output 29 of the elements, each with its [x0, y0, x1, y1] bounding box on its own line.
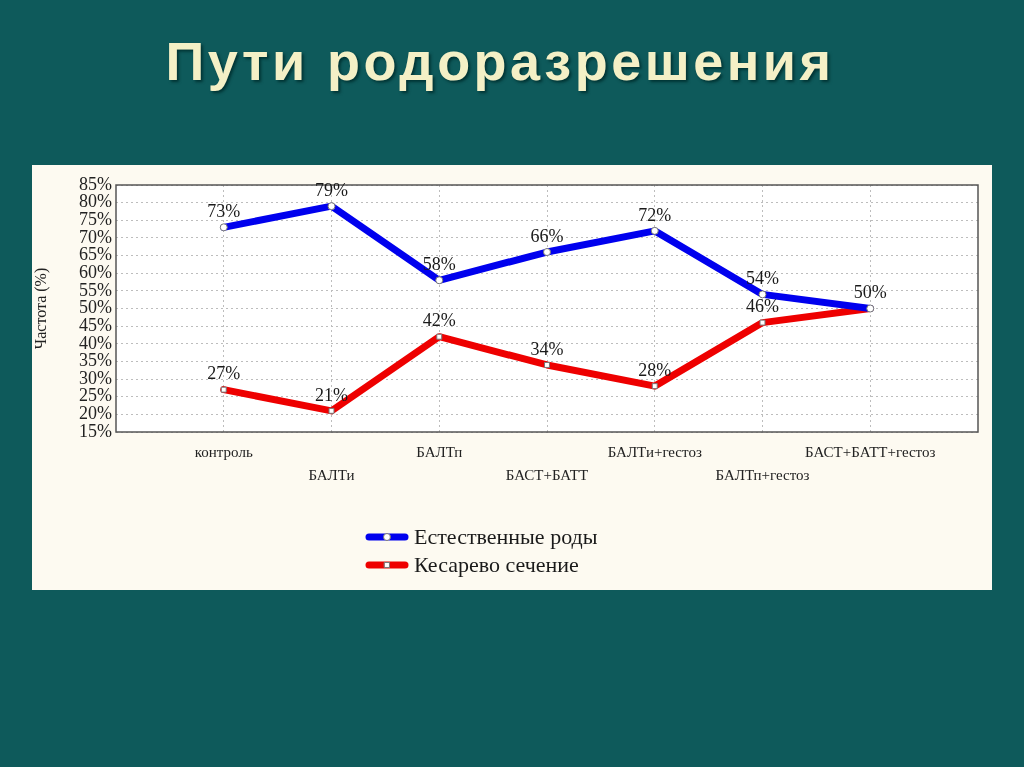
data-label: 72% — [638, 204, 672, 225]
x-tick-label: БАСТ+БАТТ+гестоз — [805, 444, 936, 461]
data-label: 21% — [315, 384, 348, 405]
y-tick-label: 25% — [79, 385, 112, 406]
x-tick-label: БАЛТп+гестоз — [715, 466, 810, 483]
data-label: 46% — [746, 296, 779, 317]
data-label: 27% — [207, 363, 241, 384]
data-label: 28% — [638, 359, 672, 380]
y-tick-label: 55% — [79, 279, 112, 300]
legend-label: Естественные роды — [414, 523, 598, 549]
y-tick-label: 85% — [79, 173, 112, 194]
chart-title: Пути родоразрешения — [164, 30, 836, 92]
data-label: 54% — [746, 268, 779, 289]
x-tick-label: БАСТ+БАТТ — [505, 466, 589, 483]
data-label: 58% — [422, 254, 456, 275]
data-label: 50% — [853, 282, 887, 303]
x-tick-label: БАЛТп — [416, 444, 463, 461]
y-tick-label: 80% — [79, 191, 112, 212]
x-tick-label: БАЛТи+гестоз — [607, 444, 702, 461]
legend-label: Кесарево сечение — [414, 551, 579, 577]
data-label: 66% — [530, 225, 564, 246]
data-label: 34% — [530, 338, 564, 359]
data-label: 73% — [207, 201, 241, 222]
data-label: 42% — [422, 310, 456, 331]
data-label: 79% — [315, 179, 348, 200]
y-tick-label: 40% — [79, 332, 112, 353]
x-tick-label: БАЛТи — [308, 466, 355, 483]
x-tick-label: контроль — [194, 444, 253, 461]
y-axis-title: Частота (%) — [31, 267, 50, 350]
